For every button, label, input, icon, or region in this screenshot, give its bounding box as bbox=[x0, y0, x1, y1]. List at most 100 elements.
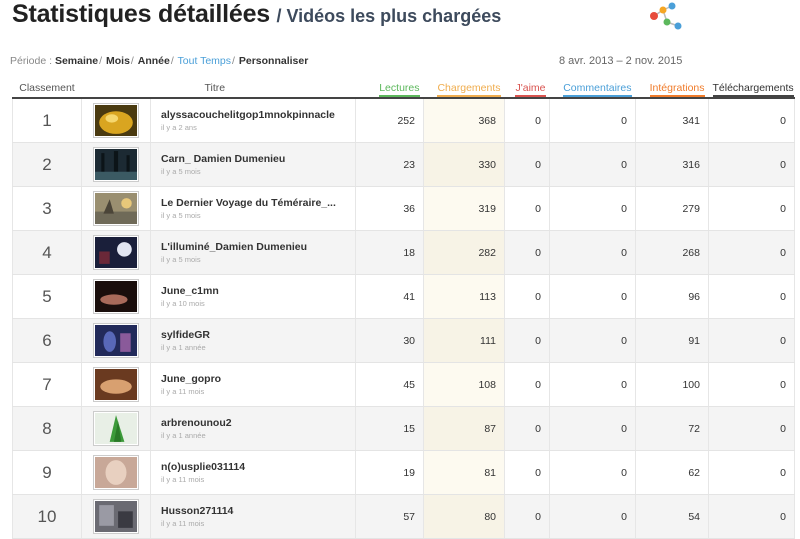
rank-cell: 8 bbox=[12, 406, 82, 451]
video-thumbnail[interactable] bbox=[93, 455, 139, 490]
period-label: Période : bbox=[10, 55, 53, 67]
thumbnail-cell[interactable] bbox=[81, 362, 151, 407]
integrations-cell: 341 bbox=[635, 98, 709, 143]
table-row[interactable]: 6 sylfideGR il y a 1 année 30 111 0 0 91 0 bbox=[12, 318, 795, 363]
table-row[interactable]: 4 L'illuminé_Damien Dumenieu il y a 5 mois… bbox=[12, 230, 795, 275]
video-date: il y a 11 mois bbox=[161, 519, 205, 528]
rank-cell: 2 bbox=[12, 142, 82, 187]
integrations-cell: 54 bbox=[635, 494, 709, 539]
rank-cell: 10 bbox=[12, 494, 82, 539]
table-row[interactable]: 5 June_c1mn il y a 10 mois 41 113 0 0 96 0 bbox=[12, 274, 795, 319]
video-title-link[interactable]: June_gopro bbox=[161, 373, 222, 385]
video-title-link[interactable]: n(o)usplie031114 bbox=[161, 461, 246, 473]
lectures-cell: 252 bbox=[355, 98, 424, 143]
col-thumb-spacer bbox=[81, 82, 151, 99]
col-lectures[interactable]: Lectures bbox=[355, 82, 424, 99]
thumbnail-cell[interactable] bbox=[81, 318, 151, 363]
title-cell: L'illuminé_Damien Dumenieu il y a 5 mois bbox=[150, 230, 356, 275]
video-thumbnail[interactable] bbox=[93, 103, 139, 138]
chargements-cell: 113 bbox=[423, 274, 505, 319]
video-date: il y a 11 mois bbox=[161, 387, 205, 396]
video-title-link[interactable]: alyssacouchelitgop1mnokpinnacle bbox=[161, 109, 335, 121]
integrations-cell: 268 bbox=[635, 230, 709, 275]
video-title-link[interactable]: L'illuminé_Damien Dumenieu bbox=[161, 241, 308, 253]
table-row[interactable]: 9 n(o)usplie031114 il y a 11 mois 19 81 0 0 62 0 bbox=[12, 450, 795, 495]
col-chargements[interactable]: Chargements bbox=[423, 82, 505, 99]
col-commentaires[interactable]: Commentaires bbox=[549, 82, 636, 99]
video-thumbnail-image bbox=[95, 413, 137, 444]
video-title-link[interactable]: Le Dernier Voyage du Téméraire_... bbox=[161, 197, 336, 209]
chargements-cell: 330 bbox=[423, 142, 505, 187]
video-thumbnail[interactable] bbox=[93, 235, 139, 270]
lectures-cell: 57 bbox=[355, 494, 424, 539]
video-title-link[interactable]: Husson271114 bbox=[161, 505, 234, 517]
table-row[interactable]: 3 Le Dernier Voyage du Téméraire_... il y … bbox=[12, 186, 795, 231]
jaime-cell: 0 bbox=[504, 406, 550, 451]
rank-cell: 3 bbox=[12, 186, 82, 231]
thumbnail-cell[interactable] bbox=[81, 274, 151, 319]
thumbnail-cell[interactable] bbox=[81, 494, 151, 539]
col-rank[interactable]: Classement bbox=[12, 82, 82, 99]
video-thumbnail[interactable] bbox=[93, 367, 139, 402]
jaime-cell: 0 bbox=[504, 230, 550, 275]
video-title-link[interactable]: sylfideGR bbox=[161, 329, 211, 341]
period-all-time[interactable]: Tout Temps bbox=[177, 55, 232, 67]
commentaires-cell: 0 bbox=[549, 186, 636, 231]
period-month[interactable]: Mois bbox=[106, 55, 130, 67]
table-row[interactable]: 2 Carn_ Damien Dumenieu il y a 5 mois 23 330… bbox=[12, 142, 795, 187]
chargements-cell: 111 bbox=[423, 318, 505, 363]
telechargements-cell: 0 bbox=[708, 230, 795, 275]
col-telechargements[interactable]: Téléchargements bbox=[708, 82, 795, 99]
stats-table: Classement Titre Lectures Chargements J'… bbox=[12, 82, 795, 539]
video-thumbnail[interactable] bbox=[93, 411, 139, 446]
lectures-cell: 15 bbox=[355, 406, 424, 451]
lectures-cell: 36 bbox=[355, 186, 424, 231]
video-title-link[interactable]: June_c1mn bbox=[161, 285, 219, 297]
jaime-cell: 0 bbox=[504, 274, 550, 319]
video-thumbnail[interactable] bbox=[93, 147, 139, 182]
video-title-link[interactable]: arbrenounou2 bbox=[161, 417, 232, 429]
thumbnail-cell[interactable] bbox=[81, 450, 151, 495]
video-thumbnail[interactable] bbox=[93, 499, 139, 534]
table-row[interactable]: 1 alyssacouchelitgop1mnokpinnacle il y a 2… bbox=[12, 98, 795, 143]
integrations-cell: 96 bbox=[635, 274, 709, 319]
lectures-cell: 41 bbox=[355, 274, 424, 319]
video-thumbnail[interactable] bbox=[93, 279, 139, 314]
video-title-link[interactable]: Carn_ Damien Dumenieu bbox=[161, 153, 286, 165]
col-title[interactable]: Titre bbox=[150, 82, 356, 99]
col-integrations[interactable]: Intégrations bbox=[635, 82, 709, 99]
table-row[interactable]: 8 arbrenounou2 il y a 1 année 15 87 0 0 72 0 bbox=[12, 406, 795, 451]
jaime-cell: 0 bbox=[504, 142, 550, 187]
chargements-cell: 319 bbox=[423, 186, 505, 231]
thumbnail-cell[interactable] bbox=[81, 230, 151, 275]
video-date: il y a 1 année bbox=[161, 343, 206, 352]
period-week[interactable]: Semaine bbox=[54, 55, 99, 67]
video-thumbnail-image bbox=[95, 501, 137, 532]
title-cell: alyssacouchelitgop1mnokpinnacle il y a 2 … bbox=[150, 98, 356, 143]
title-cell: sylfideGR il y a 1 année bbox=[150, 318, 356, 363]
thumbnail-cell[interactable] bbox=[81, 186, 151, 231]
table-row[interactable]: 7 June_gopro il y a 11 mois 45 108 0 0 100 0 bbox=[12, 362, 795, 407]
telechargements-cell: 0 bbox=[708, 318, 795, 363]
video-thumbnail[interactable] bbox=[93, 191, 139, 226]
jaime-cell: 0 bbox=[504, 494, 550, 539]
thumbnail-cell[interactable] bbox=[81, 406, 151, 451]
chargements-cell: 87 bbox=[423, 406, 505, 451]
lectures-cell: 19 bbox=[355, 450, 424, 495]
thumbnail-cell[interactable] bbox=[81, 142, 151, 187]
video-thumbnail[interactable] bbox=[93, 323, 139, 358]
col-jaime[interactable]: J'aime bbox=[504, 82, 550, 99]
period-year[interactable]: Année bbox=[137, 55, 170, 67]
title-cell: Carn_ Damien Dumenieu il y a 5 mois bbox=[150, 142, 356, 187]
title-cell: Husson271114 il y a 11 mois bbox=[150, 494, 356, 539]
jaime-cell: 0 bbox=[504, 450, 550, 495]
table-row[interactable]: 10 Husson271114 il y a 11 mois 57 80 0 0 54 0 bbox=[12, 494, 795, 539]
thumbnail-cell[interactable] bbox=[81, 98, 151, 143]
video-date: il y a 11 mois bbox=[161, 475, 205, 484]
title-cell: arbrenounou2 il y a 1 année bbox=[150, 406, 356, 451]
period-custom[interactable]: Personnaliser bbox=[238, 55, 309, 67]
video-date: il y a 10 mois bbox=[161, 299, 205, 308]
rank-cell: 7 bbox=[12, 362, 82, 407]
jaime-cell: 0 bbox=[504, 98, 550, 143]
video-thumbnail-image bbox=[95, 105, 137, 136]
